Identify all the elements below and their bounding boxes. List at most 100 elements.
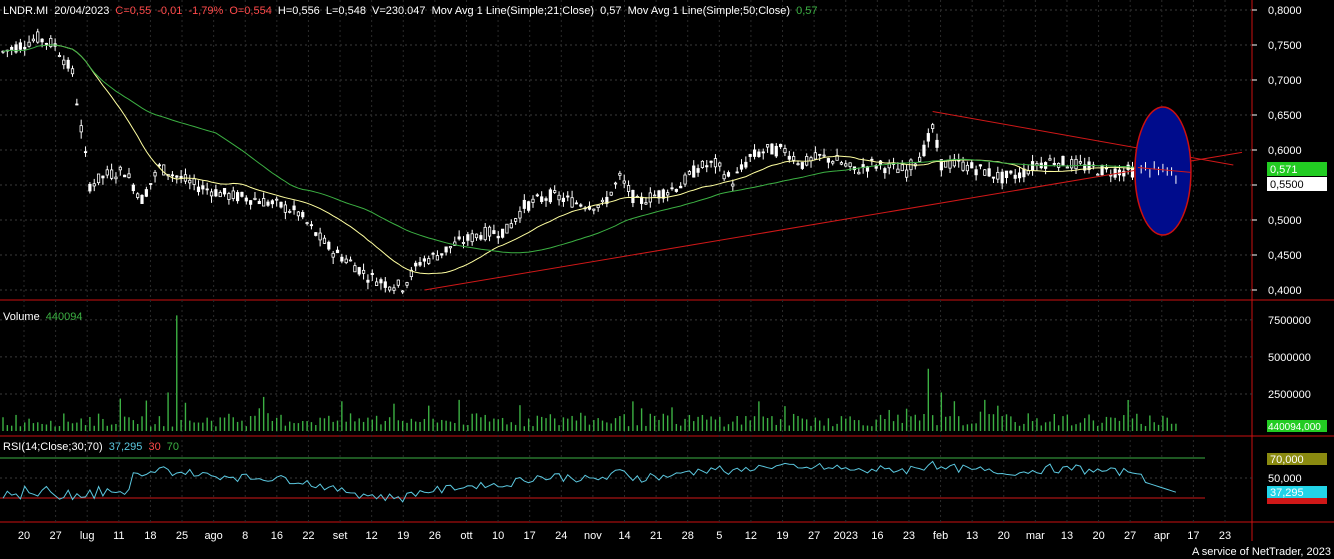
candle-body [918, 156, 922, 162]
candle-body [340, 256, 344, 262]
candle-body [105, 169, 109, 176]
volume-tick-label: 2500000 [1268, 389, 1311, 401]
price-tick-label: 0,7500 [1268, 40, 1302, 52]
candle-body [1126, 164, 1130, 170]
candle-body [857, 171, 861, 175]
candle-body [96, 173, 101, 184]
candle-body [257, 200, 261, 205]
moving-averages [2, 44, 1176, 275]
volume-header: Volume 440094 [3, 311, 82, 323]
time-tick-label: 27 [1124, 530, 1136, 542]
candle-body [422, 258, 426, 262]
candle-body [375, 281, 379, 286]
time-tick-label: 11 [113, 530, 124, 542]
candle-body [518, 210, 522, 219]
time-tick-label: 17 [524, 530, 536, 542]
candle-body [88, 183, 92, 192]
time-tick-label: 28 [682, 530, 694, 542]
candle-body [839, 162, 844, 165]
time-tick-label: 13 [966, 530, 978, 542]
candle-body [1065, 166, 1069, 169]
candle-body [1061, 155, 1065, 166]
time-tick-label: 16 [871, 530, 883, 542]
ma50-line [2, 44, 1176, 254]
candle-body [201, 185, 205, 190]
rsi-path [2, 460, 1177, 503]
candle-body [131, 184, 135, 192]
candle-body [70, 68, 75, 75]
candle-body [674, 188, 678, 192]
candle-body [509, 223, 513, 229]
candle-body [249, 200, 253, 205]
candle-body [405, 282, 409, 286]
candle-body [1113, 168, 1117, 178]
candle-body [644, 202, 648, 205]
candle-body [653, 194, 657, 197]
candle-body [162, 164, 166, 176]
volume-tick-label: 5000000 [1268, 352, 1311, 364]
candle-body [626, 185, 631, 192]
candle-body [275, 198, 279, 201]
candle-body [214, 189, 218, 197]
candle-body [14, 44, 18, 53]
candle-body [1122, 170, 1126, 177]
candle-body [192, 178, 196, 185]
time-tick-label: mar [1026, 530, 1045, 542]
candle-body [657, 190, 661, 199]
chart-grid [0, 0, 1334, 541]
candle-body [540, 196, 544, 202]
candle-body [92, 183, 96, 187]
candle-body [739, 164, 744, 170]
candle-body [687, 171, 691, 175]
candle-body [783, 148, 787, 154]
candle-body [474, 233, 479, 239]
candle-body [479, 235, 483, 240]
candle-body [609, 191, 613, 196]
candle-body [696, 168, 700, 173]
header-date: 20/04/2023 [54, 5, 109, 17]
candle-body [396, 279, 400, 286]
candle-body [1096, 173, 1100, 176]
candle-body [388, 286, 392, 291]
candle-body [331, 252, 335, 258]
candle-body [848, 162, 852, 167]
support-trendline [424, 151, 1243, 291]
candle-body [818, 153, 822, 156]
candle-body [136, 193, 140, 198]
candle-body [440, 253, 444, 256]
candle-body [948, 160, 952, 169]
candle-body [227, 193, 231, 200]
volume-badge-text: 440094,000 [1268, 422, 1321, 433]
rsi-line [2, 460, 1177, 503]
candle-body [1000, 171, 1004, 184]
header-ma21-label: Mov Avg 1 Line(Simple;21;Close) [432, 5, 594, 17]
rsi-axis: 50,000 [0, 457, 1302, 499]
candle-body [483, 226, 487, 241]
candle-body [379, 279, 383, 284]
time-tick-label: feb [933, 530, 948, 542]
candle-body [366, 279, 370, 283]
candle-body [353, 265, 357, 273]
candle-body [974, 169, 978, 176]
time-tick-label: 20 [18, 530, 30, 542]
price-tick-label: 0,6500 [1268, 110, 1302, 122]
candle-body [792, 156, 796, 161]
candle-body [270, 200, 274, 205]
candle-body [826, 158, 830, 163]
rsi-70-badge [1267, 453, 1327, 465]
candle-body [579, 204, 583, 207]
candle-body [978, 164, 983, 167]
header-close: C=0,55 [115, 5, 151, 17]
candle-body [592, 208, 596, 211]
candle-body [140, 194, 144, 204]
candle-body [114, 176, 118, 180]
candle-body [218, 192, 222, 198]
candle-body [31, 38, 36, 42]
time-tick-label: 27 [808, 530, 820, 542]
candle-body [779, 143, 783, 148]
volume-axis: 7500000 5000000 2500000 [1268, 315, 1311, 401]
candle-body [235, 192, 240, 202]
candle-body [1078, 161, 1082, 164]
time-tick-label: 10 [492, 530, 504, 542]
